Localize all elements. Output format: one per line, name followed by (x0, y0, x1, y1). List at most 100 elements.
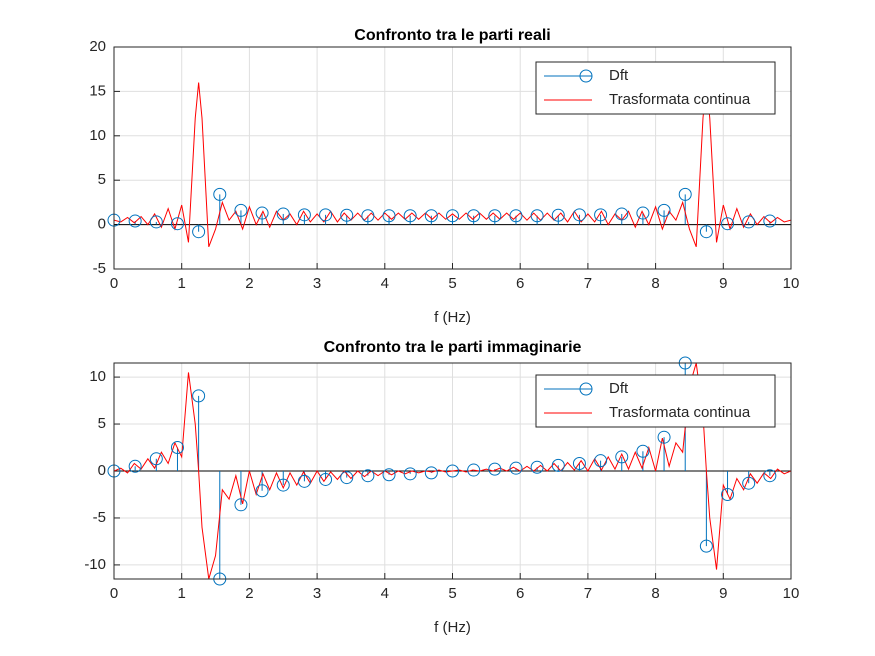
stem-marker (192, 225, 206, 239)
x-tick-label: 9 (719, 585, 727, 602)
stem-marker (276, 478, 290, 492)
y-tick-label: 20 (89, 38, 106, 55)
chart-title: Confronto tra le parti reali (354, 27, 550, 44)
stem-marker (276, 207, 290, 221)
x-tick-label: 7 (584, 585, 592, 602)
stem-marker (403, 209, 417, 223)
stem-marker (297, 208, 311, 222)
stem-marker (361, 469, 375, 483)
stem-marker (572, 208, 586, 222)
y-tick-label: 0 (98, 216, 106, 233)
x-tick-label: 3 (313, 585, 321, 602)
stem-marker (255, 206, 269, 220)
stem-marker (721, 217, 735, 231)
stem-marker (340, 208, 354, 222)
x-axis-label: f (Hz) (434, 309, 471, 326)
stem-marker (742, 476, 756, 490)
y-tick-label: -10 (84, 556, 106, 573)
stem-marker (234, 498, 248, 512)
x-tick-label: 0 (110, 275, 118, 292)
y-tick-label: 15 (89, 82, 106, 99)
stem-marker (213, 187, 227, 201)
stem-marker (572, 456, 586, 470)
x-tick-label: 9 (719, 275, 727, 292)
stem-marker (340, 471, 354, 485)
stem-marker (699, 539, 713, 553)
x-tick-label: 3 (313, 275, 321, 292)
stem-marker (509, 209, 523, 223)
y-tick-label: -5 (93, 509, 106, 526)
legend-label: Trasformata continua (609, 404, 751, 421)
stem-marker (699, 225, 713, 239)
stem-marker (530, 209, 544, 223)
line (114, 363, 791, 579)
stem-marker (297, 474, 311, 488)
stem-marker (149, 215, 163, 229)
stem-marker (742, 215, 756, 229)
stem-marker (551, 208, 565, 222)
line (114, 82, 791, 247)
x-tick-label: 5 (448, 585, 456, 602)
axes-box (113, 362, 792, 580)
legend-marker (579, 382, 593, 396)
stem-marker (636, 206, 650, 220)
stem-marker (488, 209, 502, 223)
legend-marker (579, 69, 593, 83)
x-tick-label: 1 (178, 275, 186, 292)
stem-marker (170, 441, 184, 455)
x-tick-label: 4 (381, 585, 389, 602)
legend: Dft Trasformata continua (535, 61, 776, 115)
legend-box (535, 61, 776, 115)
chart-title: Confronto tra le parti immaginarie (324, 339, 582, 356)
stem-marker (594, 454, 608, 468)
stem-marker (615, 207, 629, 221)
y-tick-label: 10 (89, 127, 106, 144)
stem-marker (763, 214, 777, 228)
plot (114, 363, 791, 579)
stem-marker (424, 466, 438, 480)
x-tick-label: 10 (783, 275, 800, 292)
stem-marker (255, 484, 269, 498)
x-tick-label: 2 (245, 275, 253, 292)
x-axis-label: f (Hz) (434, 619, 471, 636)
stem-marker (467, 463, 481, 477)
stem-marker (678, 187, 692, 201)
stem-marker (192, 389, 206, 403)
legend-label: Dft (609, 380, 629, 397)
stem-marker (615, 450, 629, 464)
stem-marker (467, 209, 481, 223)
legend-label: Dft (609, 67, 629, 84)
stem-marker (657, 430, 671, 444)
axes-box (113, 46, 792, 270)
x-tick-label: 6 (516, 585, 524, 602)
x-tick-label: 4 (381, 275, 389, 292)
axes: 0 1 2 3 4 5 6 7 8 9 10 -10 -5 0 5 10 Confronto tra le pa… (84, 339, 799, 636)
stem-marker (551, 458, 565, 472)
stem-marker (763, 469, 777, 483)
stem-marker (128, 214, 142, 228)
stem-marker (446, 209, 459, 223)
stem-marker (657, 203, 671, 217)
stem-marker (234, 203, 248, 217)
y-tick-label: -5 (93, 260, 106, 277)
x-tick-label: 0 (110, 585, 118, 602)
y-tick-label: 5 (98, 171, 106, 188)
stem-marker (488, 462, 502, 476)
stem-marker (170, 217, 184, 231)
y-tick-label: 5 (98, 415, 106, 432)
stem-marker (382, 468, 396, 482)
stem-marker (594, 208, 608, 222)
stem-marker (382, 209, 396, 223)
legend-box (535, 374, 776, 428)
x-tick-label: 6 (516, 275, 524, 292)
x-tick-label: 7 (584, 275, 592, 292)
stem-marker (636, 444, 650, 458)
x-tick-label: 8 (651, 275, 659, 292)
stem-marker (530, 460, 544, 474)
stem-marker (319, 472, 333, 486)
stem-marker (319, 208, 333, 222)
stem-marker (446, 464, 459, 478)
stem-marker (149, 452, 163, 466)
